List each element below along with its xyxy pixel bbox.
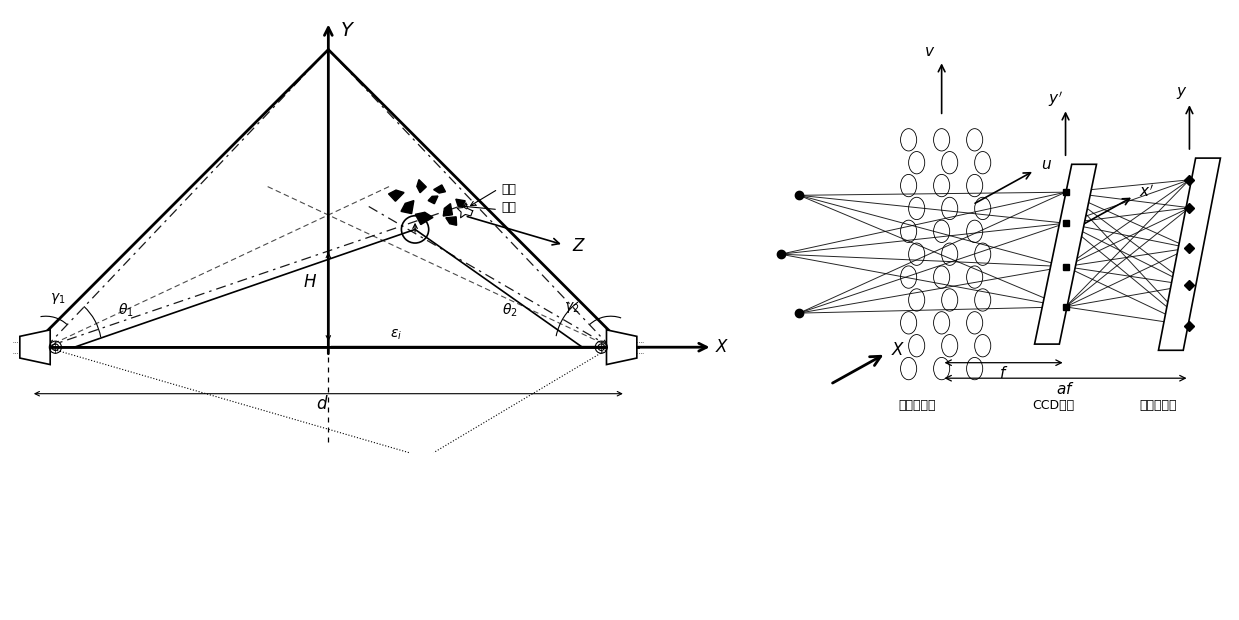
Text: $\theta_2$: $\theta_2$ (502, 301, 518, 319)
Text: $\varepsilon_i$: $\varepsilon_i$ (390, 328, 403, 342)
Text: H: H (304, 273, 316, 291)
Text: $u$: $u$ (1042, 157, 1052, 172)
Text: X: X (892, 340, 903, 358)
Polygon shape (1035, 164, 1097, 344)
Polygon shape (401, 201, 414, 214)
Polygon shape (446, 217, 457, 225)
Text: $f$: $f$ (999, 365, 1009, 381)
Text: 重聚焦平面: 重聚焦平面 (1140, 399, 1177, 412)
Text: $\theta_1$: $\theta_1$ (118, 301, 134, 319)
Text: $af$: $af$ (1056, 381, 1075, 397)
Polygon shape (457, 203, 473, 218)
Polygon shape (444, 203, 452, 216)
Text: $\gamma_1$: $\gamma_1$ (50, 291, 64, 306)
Polygon shape (429, 196, 437, 204)
Text: $y'$: $y'$ (1048, 89, 1063, 109)
Polygon shape (456, 199, 465, 208)
Text: Z: Z (572, 237, 584, 255)
Polygon shape (434, 185, 446, 193)
Text: CCD平面: CCD平面 (1032, 399, 1074, 412)
Text: $x'$: $x'$ (1139, 183, 1154, 200)
Text: $\gamma_2$: $\gamma_2$ (564, 300, 579, 315)
Text: Y: Y (341, 22, 353, 40)
Text: $y$: $y$ (1176, 85, 1188, 101)
Polygon shape (20, 330, 51, 365)
Text: d: d (316, 395, 326, 413)
Text: 炸点: 炸点 (502, 183, 517, 195)
Polygon shape (416, 180, 426, 193)
Polygon shape (1158, 158, 1220, 350)
Polygon shape (415, 212, 432, 224)
Text: 微透镜平面: 微透镜平面 (898, 399, 935, 412)
Text: 破片: 破片 (502, 202, 517, 214)
Text: $v$: $v$ (923, 43, 935, 59)
Polygon shape (607, 330, 637, 365)
Text: X: X (716, 338, 727, 356)
Polygon shape (389, 190, 404, 202)
